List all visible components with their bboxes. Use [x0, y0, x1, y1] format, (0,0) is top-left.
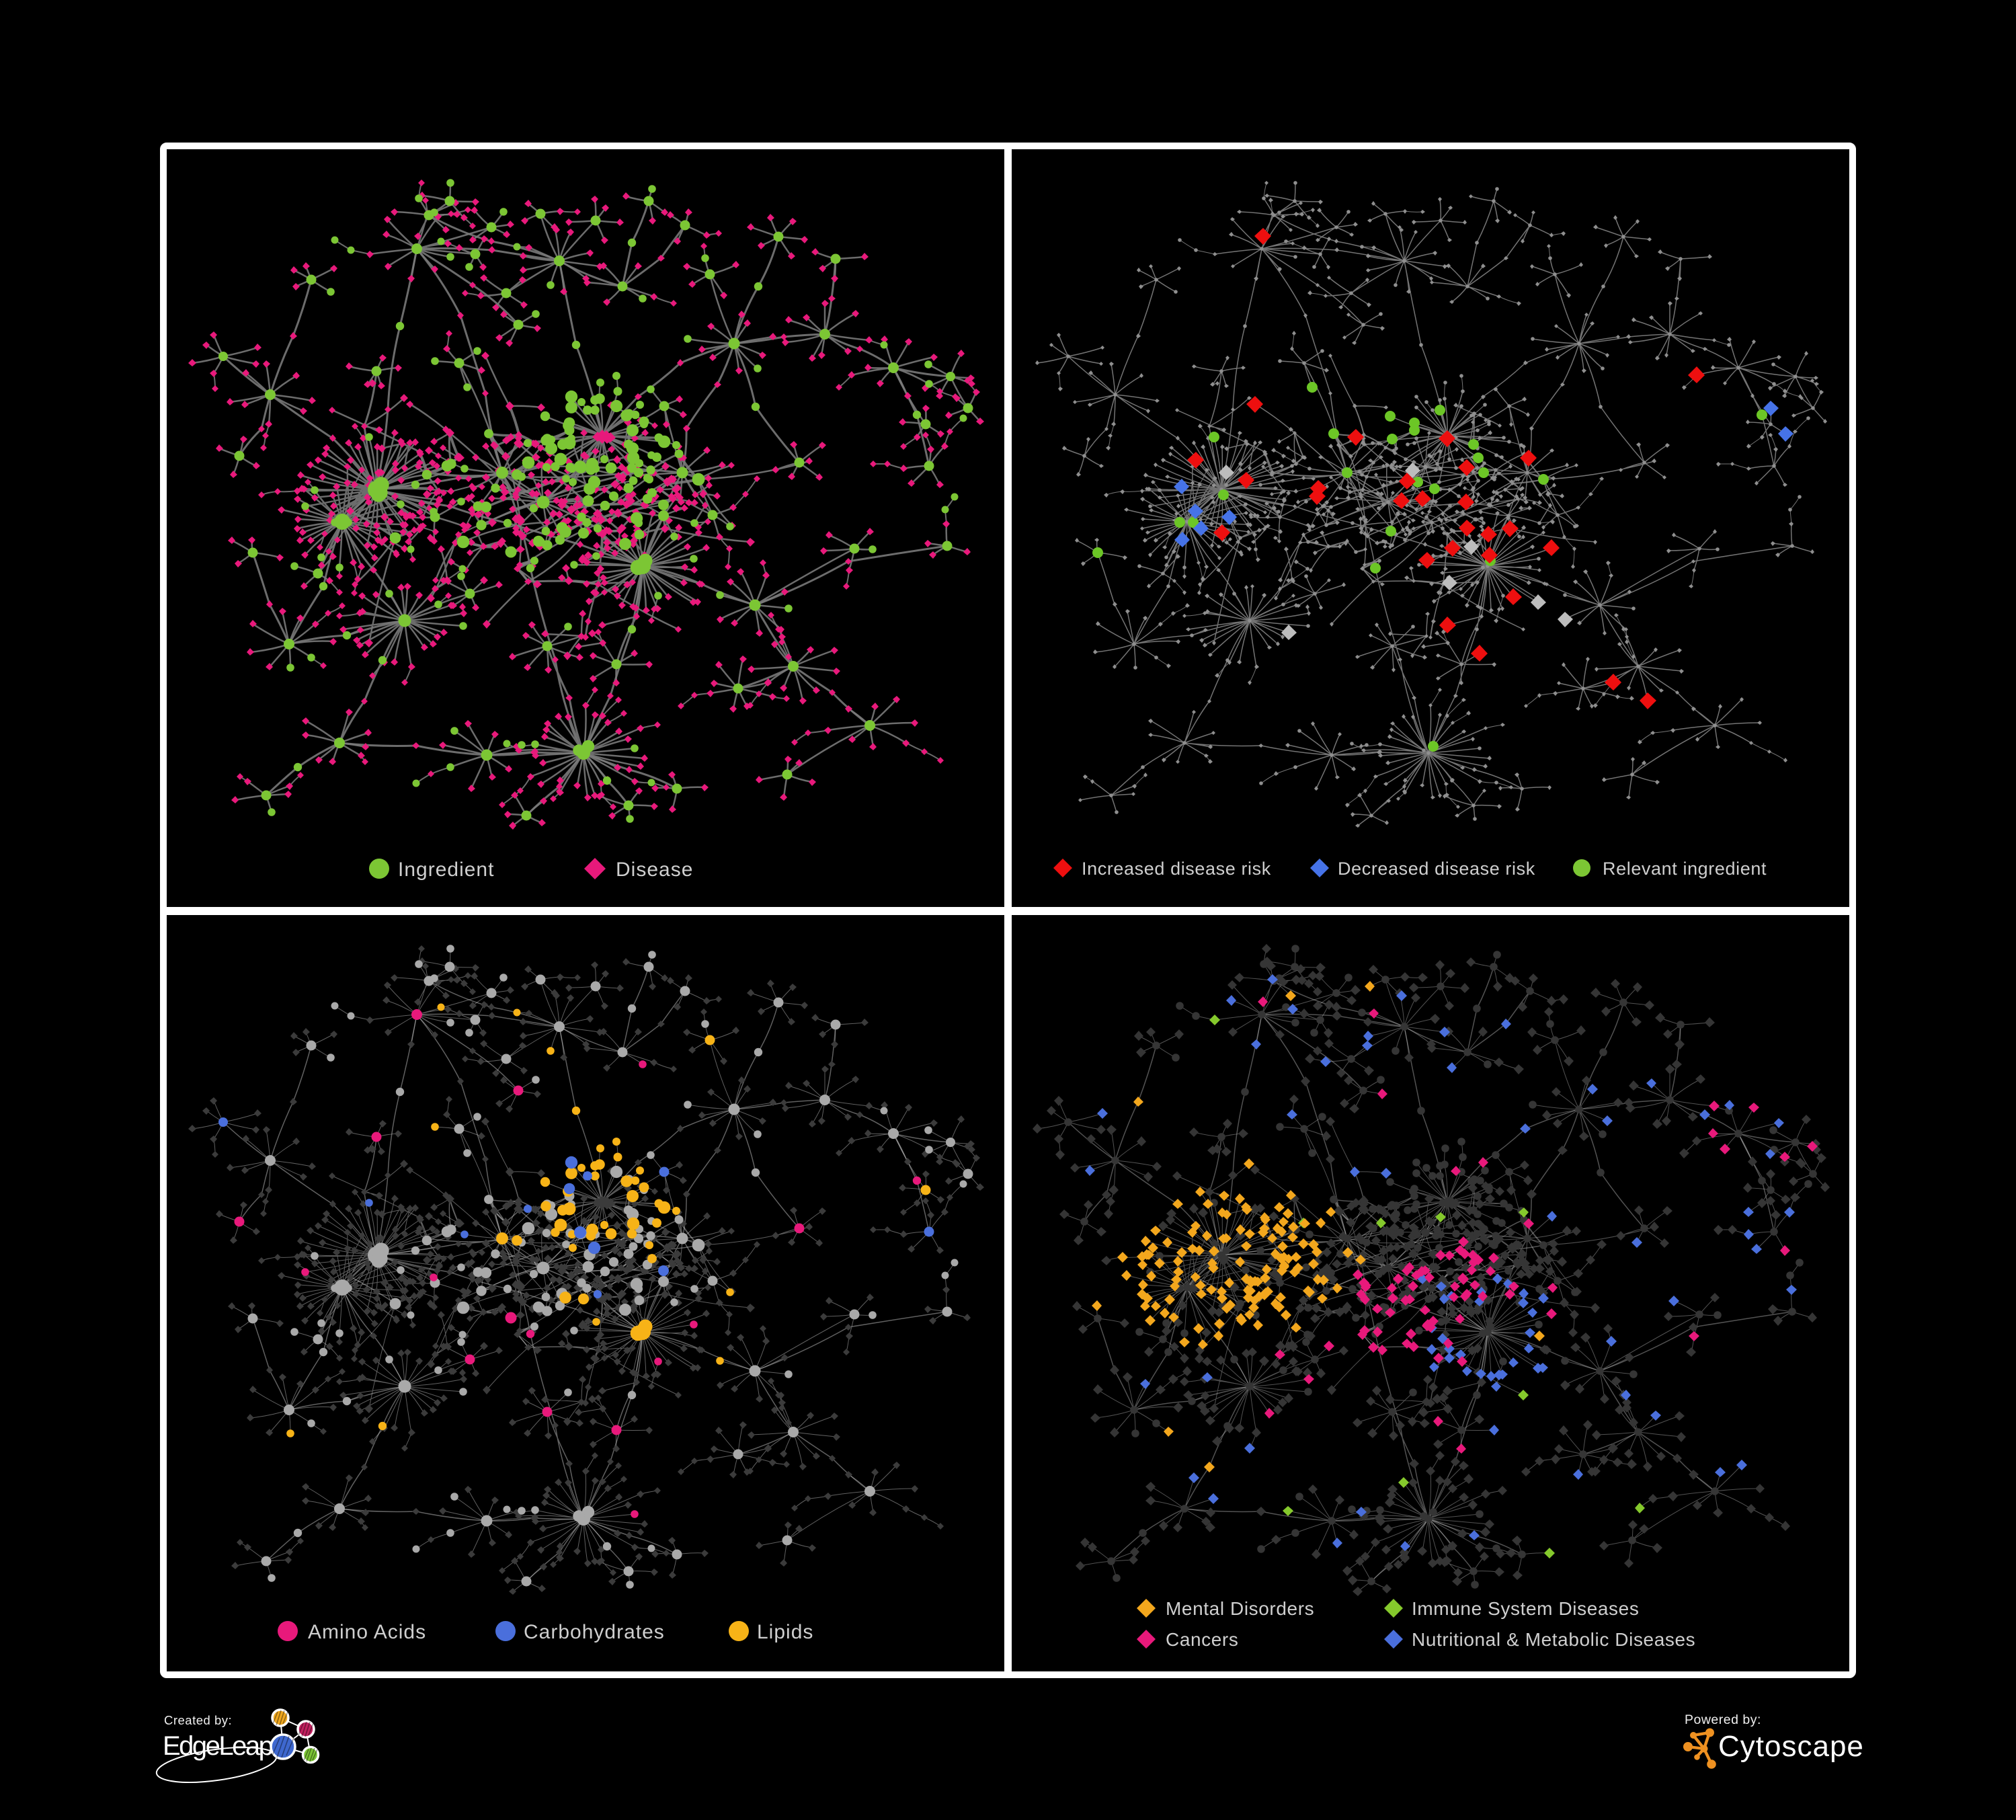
svg-text:Increased disease risk: Increased disease risk	[1082, 859, 1271, 879]
svg-text:Nutritional & Metabolic Diseas: Nutritional & Metabolic Diseases	[1412, 1629, 1695, 1650]
svg-text:EdgeLeap: EdgeLeap	[163, 1731, 273, 1761]
svg-text:Cancers: Cancers	[1166, 1629, 1238, 1650]
svg-text:Powered by:: Powered by:	[1685, 1712, 1761, 1727]
svg-text:Relevant ingredient: Relevant ingredient	[1603, 859, 1767, 879]
svg-text:Decreased disease risk: Decreased disease risk	[1338, 859, 1535, 879]
svg-text:Cytoscape: Cytoscape	[1718, 1730, 1864, 1763]
svg-text:Carbohydrates: Carbohydrates	[524, 1621, 665, 1643]
svg-text:Amino Acids: Amino Acids	[308, 1621, 426, 1643]
svg-text:Mental Disorders: Mental Disorders	[1166, 1598, 1314, 1619]
svg-text:Ingredient: Ingredient	[398, 859, 494, 881]
svg-text:Disease: Disease	[616, 859, 693, 881]
svg-text:Lipids: Lipids	[757, 1621, 813, 1643]
svg-text:Created by:: Created by:	[164, 1713, 232, 1727]
svg-text:Immune System Diseases: Immune System Diseases	[1412, 1598, 1639, 1619]
